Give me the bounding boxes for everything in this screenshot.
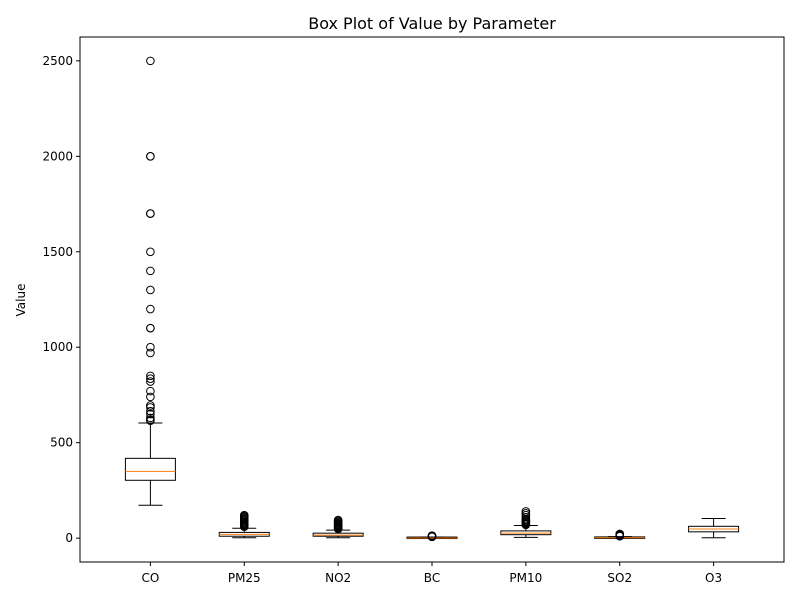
outlier-point [146, 247, 155, 257]
box-iqr [124, 457, 176, 481]
y-tick-label: 1000 [42, 340, 73, 354]
x-tick-label: SO2 [607, 571, 632, 585]
y-tick-label: 500 [50, 436, 73, 450]
plot-area: 0 500 1000 1500 2000 2500 CO PM25 NO2 BC PM10 SO2 O3 [42, 54, 740, 585]
outlier-point [146, 323, 155, 333]
outlier-point [146, 348, 155, 358]
outlier-point [333, 515, 343, 525]
outlier-point [615, 529, 625, 539]
x-tick-label: BC [424, 571, 440, 585]
y-tick-label: 0 [65, 531, 73, 545]
outlier-point [146, 152, 155, 161]
outlier-point [427, 531, 437, 540]
outlier-point [146, 377, 155, 386]
x-tick-label: O3 [705, 571, 722, 585]
x-tick-label: NO2 [325, 571, 351, 585]
outlier-point [146, 342, 155, 352]
x-tick-label: CO [141, 571, 159, 585]
outlier-point [146, 406, 155, 416]
chart-title: Box Plot of Value by Parameter [308, 14, 556, 33]
outlier-point [146, 285, 155, 295]
outlier-point [239, 510, 249, 520]
outlier-point [146, 416, 155, 426]
y-axis-label: Value [14, 284, 28, 317]
x-tick-label: PM10 [509, 571, 542, 585]
y-tick-label: 2500 [42, 54, 73, 68]
x-tick-label: PM25 [228, 571, 261, 585]
outlier-point [146, 386, 155, 396]
outlier-point [146, 56, 155, 66]
outlier-point [146, 403, 155, 412]
outlier-point [521, 507, 531, 516]
outlier-point [146, 371, 155, 381]
outlier-point [146, 392, 155, 402]
y-tick-label: 1500 [42, 245, 73, 259]
outlier-point [146, 209, 155, 218]
outlier-point [146, 374, 155, 384]
axes-frame [79, 36, 785, 563]
outlier-point [146, 409, 155, 419]
outlier-point [146, 266, 155, 276]
outlier-point [146, 304, 155, 314]
y-tick-label: 2000 [42, 149, 73, 163]
